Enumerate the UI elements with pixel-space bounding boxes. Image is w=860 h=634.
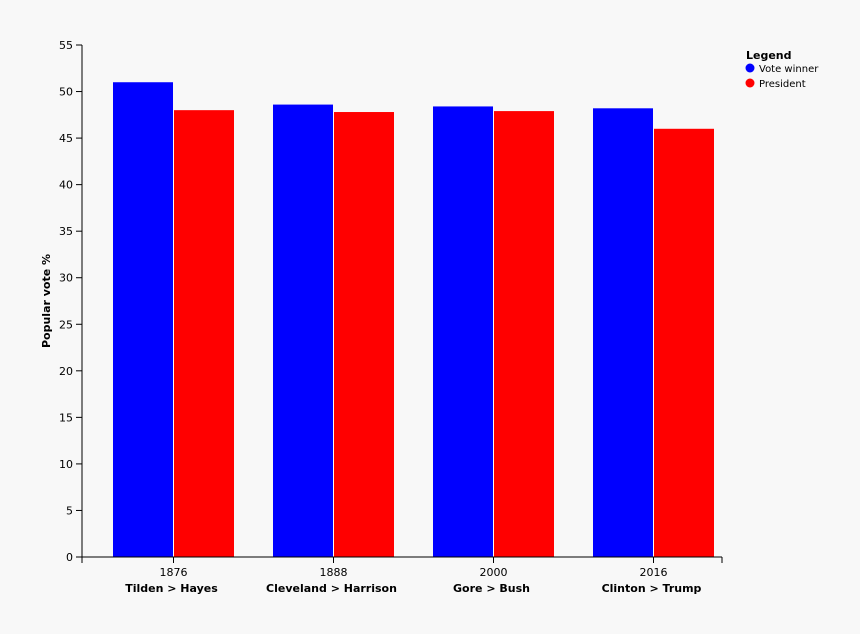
legend-title: Legend bbox=[746, 49, 792, 62]
y-tick-label: 5 bbox=[66, 504, 73, 517]
bar-vote-winner bbox=[593, 108, 653, 557]
x-tick-label: 1888 bbox=[320, 566, 348, 579]
x-category-sublabel: Tilden > Hayes bbox=[125, 582, 218, 595]
x-axis: 1876 Tilden > Hayes 1888 Cleveland > Harris… bbox=[81, 556, 723, 595]
y-tick-label: 55 bbox=[59, 39, 73, 52]
bar-vote-winner bbox=[433, 106, 493, 557]
y-tick-label: 25 bbox=[59, 318, 73, 331]
y-tick-label: 50 bbox=[59, 86, 73, 99]
y-tick-label: 20 bbox=[59, 365, 73, 378]
legend-marker bbox=[745, 78, 755, 88]
bar-president bbox=[334, 112, 394, 557]
y-tick-label: 30 bbox=[59, 272, 73, 285]
y-tick-label: 45 bbox=[59, 132, 73, 145]
bar-president bbox=[494, 111, 554, 557]
y-axis-title: Popular vote % bbox=[40, 254, 53, 348]
x-category-sublabel: Gore > Bush bbox=[453, 582, 530, 595]
bar-vote-winner bbox=[113, 82, 173, 558]
bar-president bbox=[174, 110, 234, 557]
bar-president bbox=[654, 128, 714, 558]
y-tick-label: 0 bbox=[66, 551, 73, 564]
x-category-sublabel: Clinton > Trump bbox=[602, 582, 702, 595]
x-tick-label: 2000 bbox=[480, 566, 508, 579]
y-tick-label: 10 bbox=[59, 458, 73, 471]
bar-vote-winner bbox=[273, 104, 333, 557]
bars-group bbox=[113, 82, 714, 558]
x-tick-label: 1876 bbox=[160, 566, 188, 579]
x-tick-label: 2016 bbox=[640, 566, 668, 579]
legend-item-label: President bbox=[759, 79, 806, 90]
y-tick-label: 35 bbox=[59, 225, 73, 238]
x-category-sublabel: Cleveland > Harrison bbox=[266, 582, 397, 595]
y-tick-label: 15 bbox=[59, 411, 73, 424]
legend-item-label: Vote winner bbox=[759, 64, 819, 75]
y-axis: 0 5 10 15 20 25 30 35 40 45 50 55 bbox=[59, 39, 83, 564]
y-tick-label: 40 bbox=[59, 179, 73, 192]
legend: Legend Vote winner President bbox=[745, 49, 819, 90]
legend-marker bbox=[745, 63, 755, 73]
